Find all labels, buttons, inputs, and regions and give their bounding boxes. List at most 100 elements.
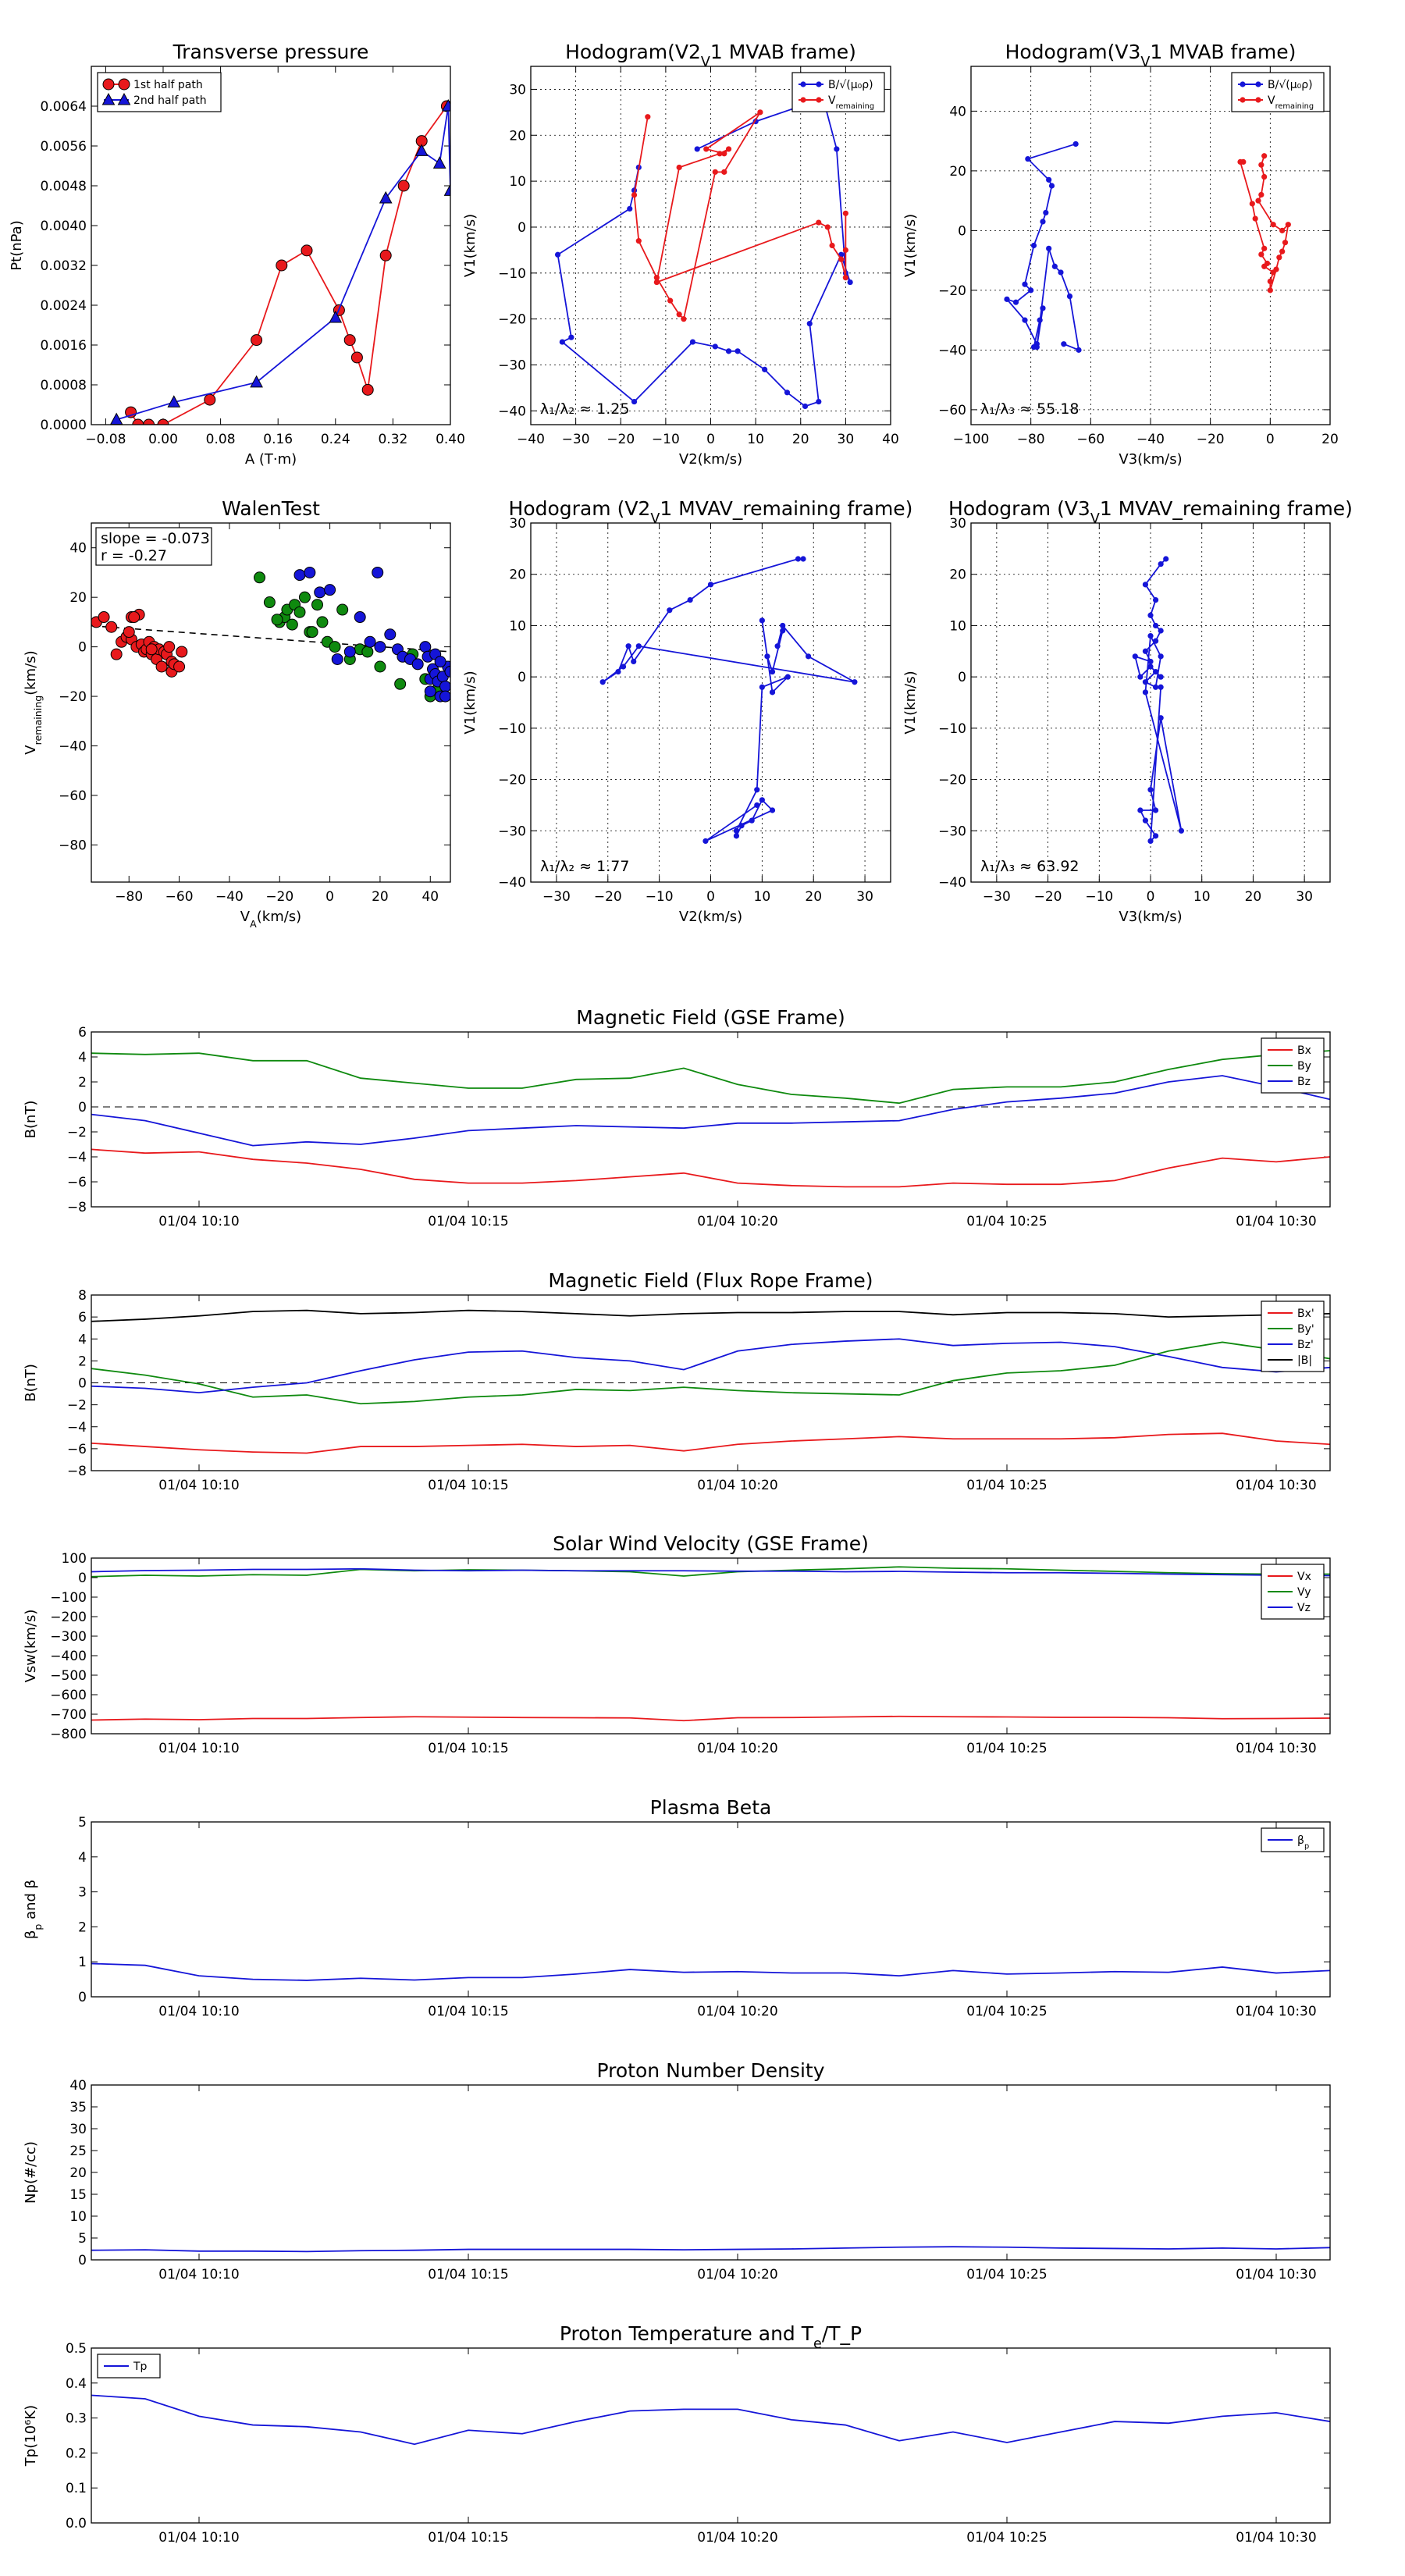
y-axis-label: Np(#/cc)	[23, 2141, 39, 2204]
data-point	[336, 603, 349, 616]
data-point	[759, 797, 765, 803]
series-line	[91, 1432, 1330, 1454]
panel-pn: 01/04 10:10 01/04 10:15 01/04 10:20 01/04 1…	[23, 2059, 1331, 2282]
x-tick-label: 0	[1266, 432, 1275, 447]
data-point	[725, 146, 732, 152]
axes-frame	[530, 522, 891, 883]
data-point	[635, 238, 642, 244]
data-point	[301, 244, 313, 257]
data-point	[1158, 684, 1164, 690]
data-point	[559, 339, 565, 345]
y-tick-label: 0.0008	[41, 378, 87, 393]
axes-frame	[530, 66, 891, 425]
data-point	[842, 210, 848, 216]
x-tick-label: 01/04 10:25	[966, 1214, 1047, 1229]
y-tick-label: 40	[949, 104, 966, 119]
x-tick-label: 01/04 10:20	[697, 2530, 777, 2546]
y-tick-label: 10	[949, 618, 966, 634]
data-point	[1142, 689, 1149, 696]
x-tick-label: 0.16	[263, 432, 293, 447]
data-point	[635, 643, 642, 649]
data-point	[432, 156, 446, 169]
data-point	[1261, 263, 1268, 269]
y-tick-label: −4	[67, 1420, 87, 1436]
data-point	[1137, 674, 1144, 680]
data-point	[364, 635, 376, 648]
data-point	[1261, 245, 1268, 251]
plot-area	[91, 2394, 1330, 2446]
data-point	[1040, 219, 1046, 225]
data-point	[304, 566, 316, 578]
series-line	[91, 1566, 1330, 1578]
data-point	[1025, 155, 1031, 162]
data-point	[733, 833, 740, 839]
data-point	[757, 109, 763, 116]
data-point	[631, 192, 638, 198]
x-tick-label: −40	[215, 889, 244, 905]
x-tick-label: 30	[856, 889, 873, 905]
x-tick-label: 0	[706, 432, 715, 447]
data-point	[735, 348, 741, 354]
y-tick-label: −80	[59, 838, 87, 853]
data-point	[667, 297, 674, 304]
data-point	[1152, 622, 1159, 629]
data-point	[759, 617, 765, 624]
x-tick-label: 01/04 10:30	[1236, 2530, 1316, 2546]
x-tick-label: 0	[1147, 889, 1155, 905]
legend-marker	[1255, 81, 1261, 87]
data-point	[847, 279, 853, 286]
x-tick-label: 10	[754, 889, 771, 905]
y-axis-label: Tp(10⁶K)	[23, 2405, 39, 2467]
data-point	[1258, 251, 1264, 258]
plot-area	[91, 566, 450, 703]
data-point	[254, 571, 266, 584]
y-tick-label: 0	[958, 223, 966, 239]
x-axis-label: V3(km/s)	[1119, 451, 1182, 468]
x-tick-label: 01/04 10:30	[1236, 1741, 1316, 1756]
data-point	[298, 591, 311, 603]
x-tick-label: 01/04 10:15	[428, 1478, 508, 1493]
data-point	[1046, 176, 1052, 183]
data-point	[306, 626, 318, 639]
y-tick-label: 0	[78, 1100, 87, 1115]
legend-label: Vy	[1297, 1586, 1311, 1599]
legend-box	[791, 72, 885, 112]
plot-area	[91, 1566, 1330, 1722]
data-point	[444, 665, 450, 678]
y-tick-label: 0	[78, 640, 87, 656]
y-tick-label: 0	[958, 670, 966, 685]
chart-title: Magnetic Field (GSE Frame)	[576, 1006, 845, 1029]
series-line	[91, 1567, 1330, 1577]
data-point	[780, 628, 786, 634]
x-tick-label: 40	[882, 432, 899, 447]
data-point	[439, 690, 450, 703]
x-tick-label: 01/04 10:15	[428, 2530, 508, 2546]
chart-title: Solar Wind Velocity (GSE Frame)	[553, 1532, 869, 1555]
legend: B/√(μ₀ρ) Vremaining	[791, 72, 885, 112]
y-tick-label: −20	[938, 773, 966, 788]
chart-title: Hodogram (V2V1 MVAV_remaining frame)	[509, 497, 913, 527]
chart-title: Proton Number Density	[597, 2059, 825, 2082]
data-point	[1022, 281, 1028, 287]
x-tick-label: 01/04 10:20	[697, 1214, 777, 1229]
x-tick-label: 01/04 10:20	[697, 1741, 777, 1756]
y-tick-label: 20	[69, 2165, 87, 2181]
data-point	[631, 658, 637, 665]
data-point	[1152, 684, 1159, 690]
plot-area	[1132, 556, 1185, 845]
x-tick-label: −30	[562, 432, 590, 447]
axes-frame	[91, 1821, 1331, 1998]
data-point	[204, 393, 216, 406]
data-point	[324, 584, 336, 596]
y-tick-label: 8	[78, 1288, 87, 1304]
y-tick-label: 10	[509, 174, 526, 190]
data-point	[1066, 293, 1073, 300]
data-point	[707, 582, 714, 588]
x-tick-label: 01/04 10:20	[697, 2267, 777, 2282]
x-tick-label: 0.08	[206, 432, 236, 447]
y-tick-label: 40	[69, 541, 87, 557]
x-tick-label: 40	[422, 889, 439, 905]
data-point	[1004, 296, 1010, 302]
data-point	[1267, 278, 1273, 284]
legend: 1st half path 2nd half path	[97, 72, 222, 112]
